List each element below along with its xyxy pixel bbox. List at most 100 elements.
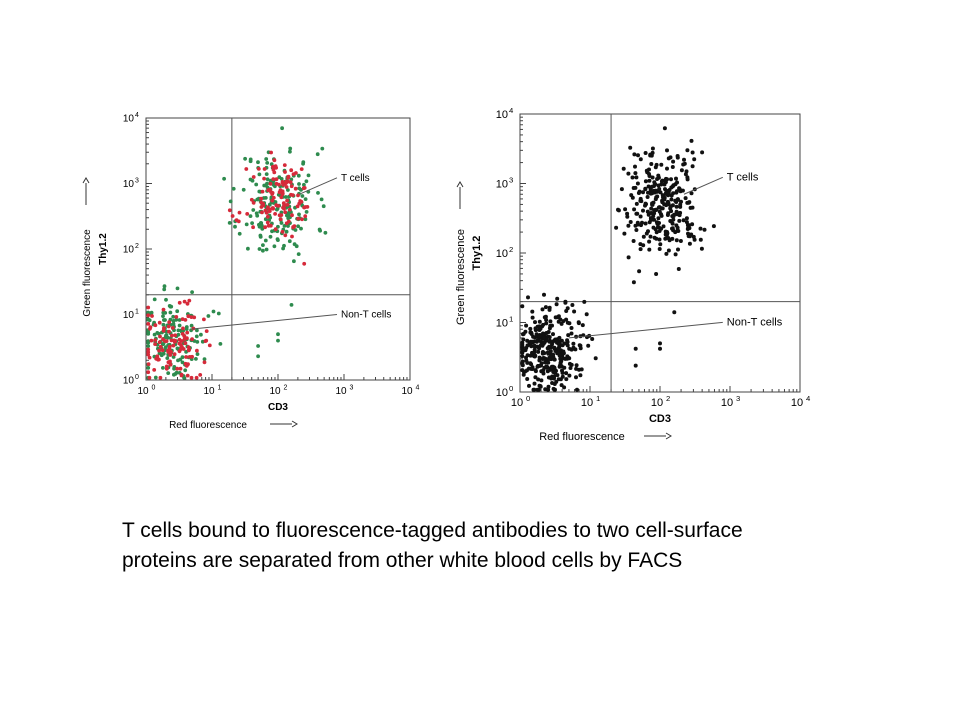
plot2-black-point	[563, 356, 568, 361]
plot1-red-point	[237, 210, 242, 215]
plot2-black-point	[661, 193, 666, 198]
plot2-black-point	[633, 346, 638, 351]
plot2-black-point	[657, 237, 662, 242]
plot1-green-point	[147, 318, 152, 323]
plot1-red-point	[283, 210, 288, 215]
plot1-green-point	[300, 194, 305, 198]
plot1-green-point	[303, 197, 308, 201]
plot1-red-point	[249, 197, 254, 202]
plot1-green-point	[286, 188, 290, 192]
plot1-red-point	[260, 189, 265, 194]
plot2-black-point	[651, 214, 656, 219]
plot2-black-point	[574, 363, 579, 368]
plot2-black-point	[638, 214, 643, 219]
plot2-black-point	[698, 226, 703, 231]
plot1-green-point	[184, 327, 189, 331]
plot2-black-point	[674, 238, 679, 243]
plot1-green-point	[275, 207, 279, 212]
plot2-annotation-leader	[683, 176, 723, 195]
plot2-black-point	[676, 247, 680, 252]
plot1-green-point	[195, 328, 199, 333]
plot1-red-point	[158, 375, 163, 380]
plot1-red-point	[161, 307, 166, 312]
plot2-black-point	[679, 168, 684, 173]
plot2-black-point	[538, 384, 543, 389]
plot1-y-tick-exponent: 0	[135, 374, 139, 381]
plot1-green-point	[276, 224, 280, 229]
plot1-red-point	[186, 314, 191, 319]
plot2-black-point	[668, 155, 673, 160]
plot1-green-point	[241, 187, 246, 192]
plot2-black-point	[657, 247, 662, 251]
plot1-red-point	[273, 227, 278, 232]
plot1-red-point	[146, 313, 151, 318]
plot2-black-point	[668, 219, 673, 223]
plot2-black-point	[657, 209, 662, 214]
plot1-y-axis-sublabel: Green fluorescence	[82, 229, 93, 317]
plot2-black-point	[520, 347, 525, 351]
plot2-black-point	[582, 299, 587, 304]
plot1-red-point	[174, 315, 179, 319]
plot2-black-point	[632, 152, 637, 157]
plot2-black-point	[531, 334, 536, 339]
plot2-black-point	[658, 341, 662, 346]
plot2-y-tick-label: 10	[496, 387, 508, 399]
plot1-green-point	[172, 366, 176, 371]
plot1-red-point	[146, 370, 151, 375]
plot2-black-point	[647, 178, 652, 183]
plot1-green-point	[162, 284, 167, 289]
plot2-black-point	[641, 234, 646, 239]
plot1-red-point	[280, 192, 285, 197]
plot2-black-point	[689, 191, 694, 196]
plot2-black-point	[536, 349, 541, 354]
plot1-red-point	[271, 167, 276, 172]
plot2-black-point	[656, 216, 661, 221]
plot2-black-point	[675, 180, 679, 185]
plot1-red-point	[202, 317, 206, 322]
plot1-green-point	[283, 195, 288, 199]
plot2-y-axis-sublabel: Green fluorescence	[455, 229, 467, 325]
plot2-black-point	[641, 243, 646, 248]
plot1-green-point	[146, 332, 151, 336]
plot2-black-point	[660, 206, 665, 211]
plot2-black-point	[667, 238, 672, 243]
plot1-red-point	[185, 301, 190, 306]
plot1-annotation-label: Non-T cells	[341, 309, 391, 320]
plot1-green-point	[304, 179, 309, 184]
plot2-black-point	[665, 148, 669, 153]
plot2-black-point	[558, 317, 563, 322]
plot1-green-point	[294, 244, 299, 249]
plot2-black-point	[665, 166, 669, 171]
plot2-black-point	[678, 239, 683, 243]
plot1-y-tick-label: 10	[123, 245, 135, 256]
plot2-black-point	[544, 321, 549, 326]
plot2-black-point	[638, 196, 643, 201]
plot2-y-tick-exponent: 0	[509, 384, 513, 393]
plot2-black-point	[542, 315, 547, 320]
plot2-black-point	[527, 383, 531, 388]
plot2-black-point	[674, 176, 678, 181]
plot1-green-point	[256, 160, 260, 165]
plot1-green-point	[265, 161, 270, 165]
plot1-red-point	[296, 193, 300, 198]
plot1-green-point	[161, 366, 165, 370]
plot2-black-point	[669, 209, 674, 214]
plot2-black-point	[540, 357, 545, 361]
plot1-red-point	[183, 341, 188, 346]
plot1-green-point	[288, 146, 293, 151]
plot2-x-tick-label: 10	[721, 397, 733, 409]
plot2-black-point	[676, 267, 681, 271]
plot1-green-point	[175, 309, 180, 314]
plot1-green-point	[254, 182, 259, 187]
plot2-black-point	[528, 353, 533, 358]
plot1-green-point	[268, 234, 273, 239]
plot1-red-point	[177, 300, 182, 305]
plot1-red-point	[276, 204, 281, 208]
plot1-green-point	[165, 356, 170, 360]
plot1-red-point	[171, 343, 176, 348]
plot2-black-point	[646, 229, 650, 234]
plot1-green-point	[256, 354, 260, 359]
plot2-black-point	[578, 343, 583, 348]
plot1-red-point	[147, 355, 152, 360]
plot1-red-point	[161, 337, 165, 342]
